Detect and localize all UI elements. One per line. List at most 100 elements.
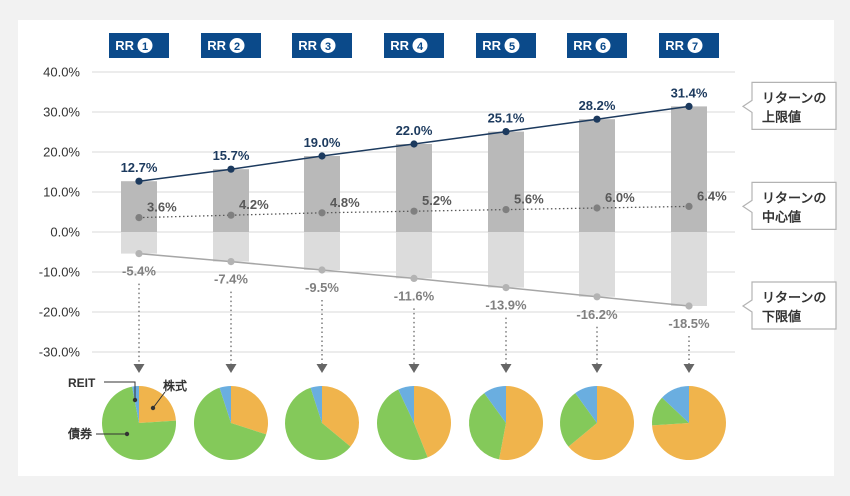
center-point — [227, 211, 235, 219]
rr-header: RR 4 — [384, 33, 444, 58]
lower-point — [410, 274, 418, 282]
rr-header: RR 5 — [476, 33, 536, 58]
rr-number: 1 — [142, 41, 148, 53]
y-tick-label: 40.0% — [43, 65, 80, 80]
rr-number: 2 — [234, 41, 240, 53]
y-tick-label: -30.0% — [39, 345, 81, 360]
lower-value-label: -16.2% — [576, 307, 618, 322]
legend-box — [741, 281, 837, 330]
arrow-head — [500, 364, 512, 373]
legend-label-line1: リターンの — [762, 290, 826, 305]
pie-label-reit: REIT — [68, 376, 96, 390]
center-value-label: 3.6% — [147, 200, 177, 215]
pie-slice — [102, 386, 176, 461]
y-tick-label: 20.0% — [43, 145, 80, 160]
upper-value-label: 31.4% — [671, 85, 708, 100]
rr-header-label: RR — [390, 38, 409, 53]
rr-number-circle — [687, 38, 703, 53]
center-point — [502, 206, 510, 214]
legend-label-line2: 上限値 — [762, 109, 801, 124]
pie-slice — [468, 393, 506, 460]
bar-upper — [488, 131, 524, 232]
upper-point — [135, 177, 143, 185]
pie-slice — [139, 386, 176, 423]
lower-value-label: -9.5% — [305, 280, 339, 295]
rr-number: 7 — [692, 41, 698, 53]
bar-lower — [304, 232, 340, 270]
arrow-head — [408, 364, 420, 373]
center-value-label: 4.2% — [239, 197, 269, 212]
center-point — [135, 214, 143, 222]
rr-header: RR 1 — [109, 33, 169, 58]
lower-point — [502, 284, 510, 292]
upper-point — [593, 115, 601, 123]
lower-value-label: -7.4% — [214, 272, 248, 287]
pie-slice — [284, 387, 351, 461]
pie-slice — [132, 386, 139, 423]
rr-header: RR 6 — [567, 33, 627, 58]
pie-slice — [219, 386, 231, 423]
upper-point — [227, 165, 235, 173]
y-tick-label: 10.0% — [43, 185, 80, 200]
rr-header-label: RR — [115, 38, 134, 53]
legend-label-line2: 中心値 — [762, 209, 801, 224]
lower-value-label: -5.4% — [122, 264, 156, 279]
pie-label-bond: 債券 — [67, 426, 93, 441]
bar-upper — [579, 119, 615, 232]
lower-point — [685, 302, 693, 310]
bar-upper — [671, 106, 707, 232]
rr-header-label: RR — [573, 38, 592, 53]
upper-value-label: 12.7% — [121, 160, 158, 175]
upper-value-label: 25.1% — [488, 111, 525, 126]
rr-number-circle — [137, 38, 153, 53]
rr-number: 3 — [325, 41, 331, 53]
rr-number-circle — [229, 38, 245, 53]
rr-number: 6 — [600, 41, 606, 53]
rr-number-circle — [320, 38, 336, 53]
rr-header-label: RR — [207, 38, 226, 53]
rr-number: 4 — [417, 41, 424, 53]
upper-point — [685, 102, 693, 110]
rr-header-label: RR — [298, 38, 317, 53]
pie-slice — [310, 386, 322, 423]
center-point — [318, 209, 326, 217]
bar-upper — [121, 181, 157, 232]
rr-number-circle — [595, 38, 611, 53]
upper-point — [318, 152, 326, 160]
bar-lower — [396, 232, 432, 279]
lower-value-label: -11.6% — [394, 288, 435, 303]
pie-label-leader — [104, 381, 136, 400]
pie-slice — [322, 386, 360, 447]
pie-slice — [231, 386, 268, 435]
lower-value-label: -18.5% — [668, 316, 710, 331]
pie-label-leader — [152, 391, 166, 409]
pie-slice — [484, 386, 506, 423]
legend-label-line2: 下限値 — [762, 309, 801, 324]
legend-label-line1: リターンの — [762, 90, 826, 105]
y-tick-label: -10.0% — [39, 265, 81, 280]
bar-upper — [213, 169, 249, 232]
pie-slice — [575, 386, 597, 423]
bar-lower — [121, 232, 157, 254]
rr-header-label: RR — [665, 38, 684, 53]
upper-point — [502, 128, 510, 136]
arrow-head — [683, 364, 695, 373]
upper-value-label: 19.0% — [304, 135, 341, 150]
pie-slice — [662, 386, 689, 423]
center-value-label: 5.2% — [422, 193, 452, 208]
pie-slice — [499, 386, 543, 460]
arrow-head — [316, 364, 328, 373]
pie-slice — [376, 389, 428, 461]
center-point — [410, 207, 418, 215]
upper-value-label: 22.0% — [396, 123, 433, 138]
center-value-label: 6.0% — [605, 190, 635, 205]
legend-box — [741, 181, 837, 230]
bar-upper — [396, 144, 432, 232]
rr-header-label: RR — [482, 38, 501, 53]
pie-slice — [560, 393, 597, 447]
pie-label-dot — [132, 397, 138, 403]
